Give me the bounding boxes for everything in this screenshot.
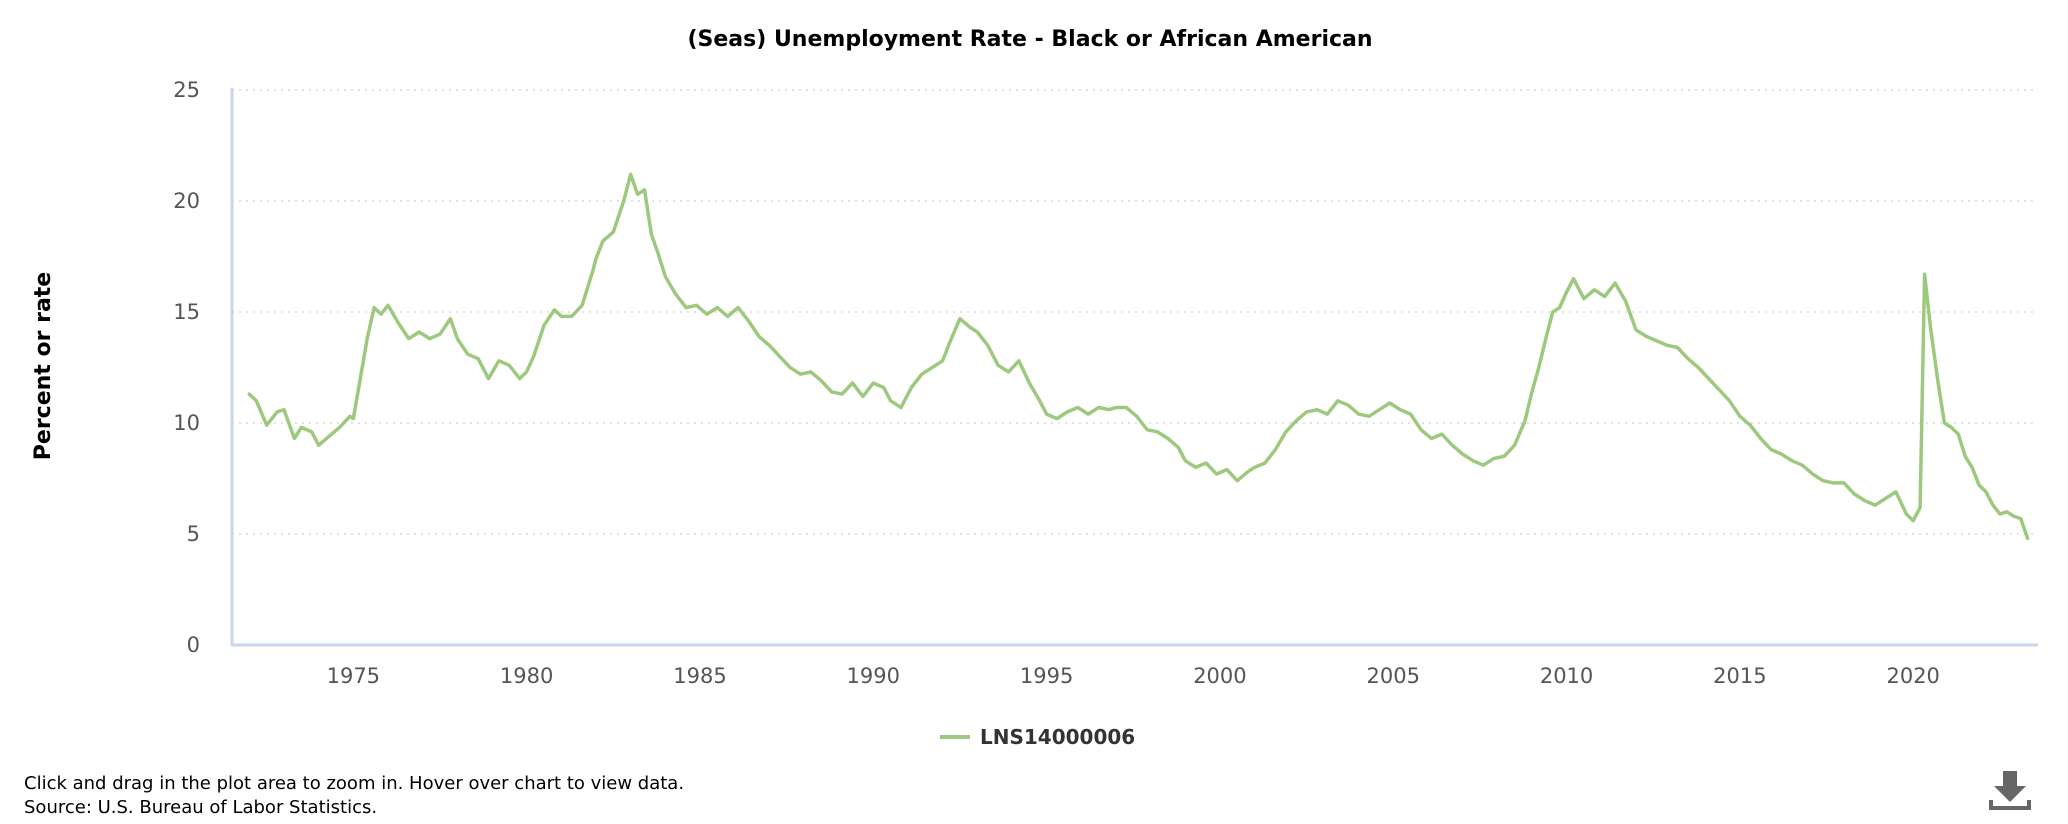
y-tick-label: 25 xyxy=(173,78,200,102)
download-button[interactable] xyxy=(1984,768,2036,816)
footer-source: Source: U.S. Bureau of Labor Statistics. xyxy=(24,797,378,818)
y-tick-label: 10 xyxy=(173,411,200,435)
y-tick-label: 15 xyxy=(173,300,200,324)
x-tick-label: 1990 xyxy=(847,664,900,688)
x-axis-ticks: 1975 1980 1985 1990 1995 2000 2005 2010 2015 2020 xyxy=(327,664,1940,688)
series-line-lns14000006[interactable] xyxy=(247,172,2030,541)
legend-item-lns14000006[interactable]: LNS14000006 xyxy=(980,725,1135,749)
x-tick-label: 2020 xyxy=(1886,664,1939,688)
x-tick-label: 2010 xyxy=(1540,664,1593,688)
gridlines xyxy=(232,89,2038,535)
y-tick-label: 0 xyxy=(187,633,200,657)
legend[interactable]: LNS14000006 xyxy=(940,725,1135,749)
x-tick-label: 2000 xyxy=(1193,664,1246,688)
footer-note: Click and drag in the plot area to zoom … xyxy=(24,773,685,794)
chart-title: (Seas) Unemployment Rate - Black or Afri… xyxy=(687,27,1372,52)
x-tick-label: 1995 xyxy=(1020,664,1073,688)
download-icon xyxy=(1989,771,2031,810)
x-tick-label: 1980 xyxy=(500,664,553,688)
x-tick-label: 1985 xyxy=(673,664,726,688)
y-axis-ticks: 0 5 10 15 20 25 xyxy=(173,78,200,657)
y-axis-label: Percent or rate xyxy=(31,272,56,460)
y-tick-label: 20 xyxy=(173,189,200,213)
x-tick-label: 2005 xyxy=(1367,664,1420,688)
x-tick-label: 1975 xyxy=(327,664,380,688)
x-tick-label: 2015 xyxy=(1713,664,1766,688)
y-tick-label: 5 xyxy=(187,522,200,546)
